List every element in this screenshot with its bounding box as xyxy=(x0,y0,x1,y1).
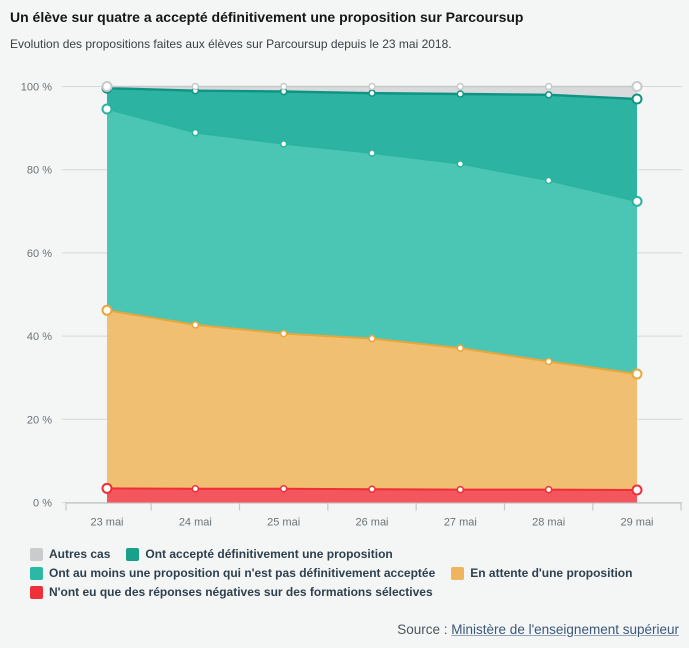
data-point-marker[interactable] xyxy=(631,93,643,105)
page-title: Un élève sur quatre a accepté définitive… xyxy=(10,9,524,25)
data-point-marker[interactable] xyxy=(279,140,288,148)
legend-swatch-icon xyxy=(30,566,43,580)
source-line: Source : Ministère de l'enseignement sup… xyxy=(397,622,679,637)
y-axis-tick-label: 0 % xyxy=(33,498,52,510)
legend-swatch-icon xyxy=(30,585,43,599)
data-point-marker[interactable] xyxy=(544,91,553,99)
area-series-0 xyxy=(107,488,637,503)
legend-item: En attente d'une proposition xyxy=(451,566,632,580)
legend-label: En attente d'une proposition xyxy=(470,566,633,580)
data-point-marker[interactable] xyxy=(544,176,553,185)
x-axis-tick-label: 29 mai xyxy=(620,517,653,529)
data-point-marker[interactable] xyxy=(368,89,376,97)
data-point-marker[interactable] xyxy=(279,82,288,91)
data-point-marker[interactable] xyxy=(101,81,113,92)
chart-legend: Autres cas Ont accepté définitivement une… xyxy=(30,547,678,599)
legend-label: N'ont eu que des réponses négatives sur … xyxy=(49,585,433,599)
data-point-marker[interactable] xyxy=(279,329,288,338)
data-point-marker[interactable] xyxy=(456,90,465,98)
data-point-marker[interactable] xyxy=(101,482,113,494)
x-axis-tick-label: 24 mai xyxy=(179,517,212,529)
legend-swatch-icon xyxy=(126,547,140,561)
data-point-marker[interactable] xyxy=(631,81,643,92)
data-point-marker[interactable] xyxy=(544,485,553,494)
legend-item: Ont au moins une proposition qui n'est p… xyxy=(30,566,435,580)
data-point-marker[interactable] xyxy=(191,82,200,91)
data-point-marker[interactable] xyxy=(544,82,553,91)
legend-label: Ont accepté définitivement une propositi… xyxy=(145,547,393,561)
x-axis-tick-label: 25 mai xyxy=(267,517,300,529)
data-point-marker[interactable] xyxy=(368,485,376,493)
y-axis-tick-label: 60 % xyxy=(27,248,52,260)
data-point-marker[interactable] xyxy=(101,103,113,115)
legend-swatch-icon xyxy=(30,547,43,561)
y-axis-tick-label: 20 % xyxy=(27,414,52,426)
source-label: Source : xyxy=(397,622,448,637)
page-subtitle: Evolution des propositions faites aux él… xyxy=(10,37,452,52)
data-point-marker[interactable] xyxy=(191,321,200,329)
data-point-marker[interactable] xyxy=(368,334,376,343)
data-point-marker[interactable] xyxy=(191,485,200,493)
data-point-marker[interactable] xyxy=(631,484,643,496)
area-series-3 xyxy=(107,88,637,202)
data-point-marker[interactable] xyxy=(368,82,376,91)
legend-label: Ont au moins une proposition qui n'est p… xyxy=(49,566,436,580)
x-axis-tick-label: 23 mai xyxy=(90,517,123,529)
data-point-marker[interactable] xyxy=(456,82,465,91)
legend-item: Autres cas xyxy=(30,547,110,561)
data-point-marker[interactable] xyxy=(191,128,200,137)
area-series-2 xyxy=(107,108,637,374)
x-axis-tick-label: 27 mai xyxy=(444,517,477,529)
data-point-marker[interactable] xyxy=(544,357,553,366)
y-axis-tick-label: 40 % xyxy=(27,331,52,343)
stacked-area-chart[interactable]: 0 % 20 % 40 % 60 % 80 % 100 % 23 mai 24 mai 25 m… xyxy=(0,70,689,540)
y-axis-tick-label: 80 % xyxy=(27,165,52,177)
data-point-marker[interactable] xyxy=(101,304,113,316)
chart-header: Un élève sur quatre a accepté définitive… xyxy=(10,8,680,51)
data-point-marker[interactable] xyxy=(279,485,288,493)
data-point-marker[interactable] xyxy=(456,160,465,168)
data-point-marker[interactable] xyxy=(456,344,465,352)
x-axis-tick-label: 26 mai xyxy=(355,517,388,529)
data-point-marker[interactable] xyxy=(631,195,643,207)
data-point-marker[interactable] xyxy=(631,368,643,380)
y-axis-tick-label: 100 % xyxy=(21,82,52,94)
data-point-marker[interactable] xyxy=(456,485,465,494)
legend-label: Autres cas xyxy=(49,547,111,561)
source-link[interactable]: Ministère de l'enseignement supérieur xyxy=(451,622,679,637)
legend-item: Ont accepté définitivement une propositi… xyxy=(126,547,393,561)
legend-item: N'ont eu que des réponses négatives sur … xyxy=(30,585,433,599)
data-point-marker[interactable] xyxy=(368,149,376,157)
legend-swatch-icon xyxy=(451,566,465,580)
x-axis-tick-label: 28 mai xyxy=(532,517,565,529)
